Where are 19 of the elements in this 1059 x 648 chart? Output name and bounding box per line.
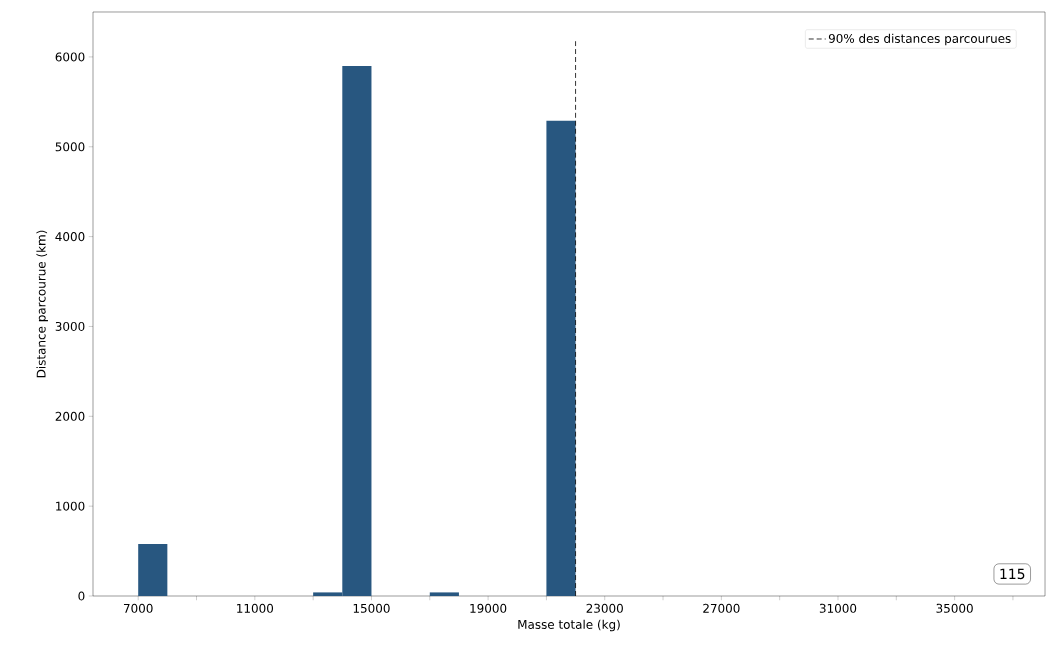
x-tick-label: 15000 [353,603,390,613]
x-tick-label: 31000 [819,603,857,613]
x-tick-label: 11000 [237,603,274,613]
y-tick-label: 3000 [55,321,85,331]
y-tick-label: 0 [78,591,85,601]
x-tick-label: 23000 [586,603,623,613]
y-tick-label: 5000 [55,142,85,152]
y-tick-label: 2000 [55,411,85,421]
y-tick-label: 1000 [56,501,85,511]
annotation: 115 [1000,568,1025,580]
x-axis-title: Masse totale (kg) [518,619,620,632]
x-tick-label: 19000 [470,603,507,613]
y-tick-label: 6000 [55,52,85,62]
x-tick-label: 35000 [936,603,973,613]
y-axis-title: Distance parcourue (km) [36,230,48,378]
ref-line-label: 90% des distances parcourues [828,33,1011,46]
x-tick-label: 7000 [123,603,153,613]
y-tick-label: 4000 [55,232,85,242]
x-tick-label: 27000 [703,603,740,613]
